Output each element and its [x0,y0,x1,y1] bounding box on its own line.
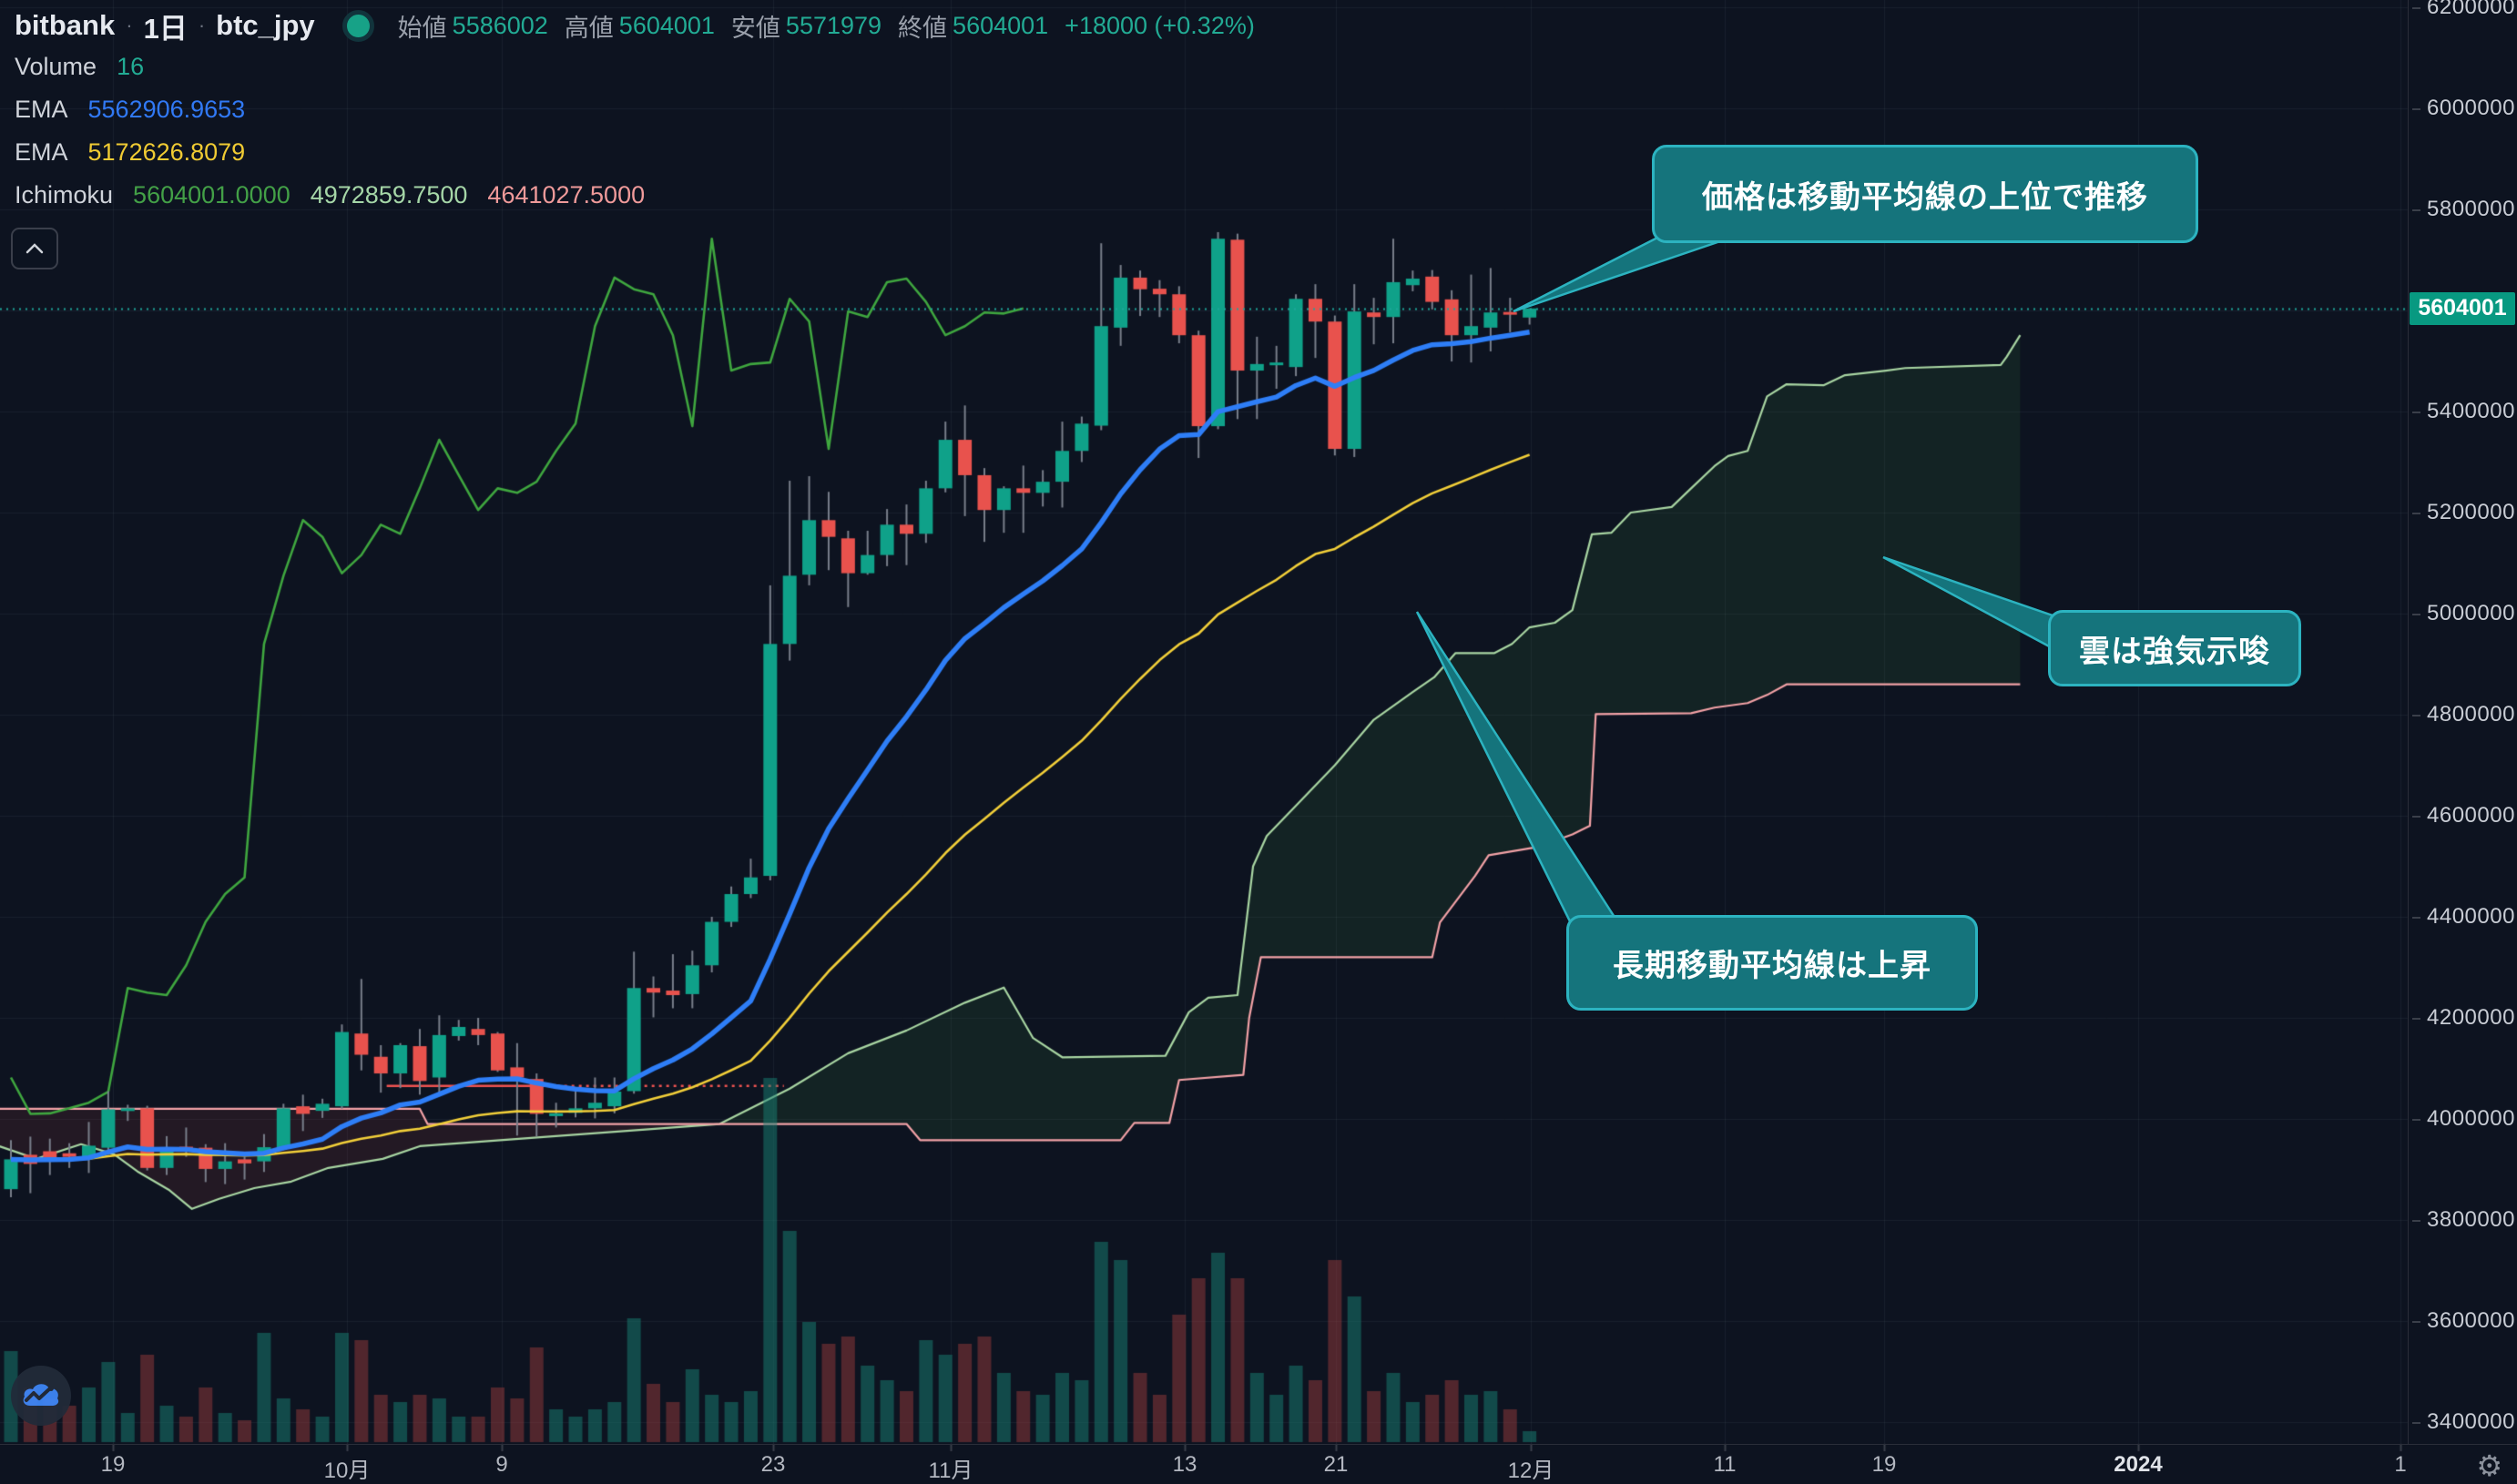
callout-price-above-ma[interactable]: 価格は移動平均線の上位で推移 [1652,145,2198,243]
price-tick-label: 4400000 [2412,904,2515,929]
price-tick-label: 4200000 [2412,1005,2515,1030]
price-tick-label: 5000000 [2412,601,2515,625]
price-tick-label: 5200000 [2412,500,2515,524]
ohlc-readout: 始値 5586002 高値 5604001 安値 5571979 終値 5604001 … [397,11,1255,42]
legend-ema-slow[interactable]: EMA 5172626.8079 [15,138,246,166]
interval[interactable]: 1日 [143,12,188,45]
price-tick-label: 5400000 [2412,399,2515,423]
legend-ema-fast[interactable]: EMA 5562906.9653 [15,96,246,123]
price-tick-label: 4000000 [2412,1106,2515,1131]
time-tick-label: 11月 [928,1459,973,1483]
price-tick-label: 3400000 [2412,1409,2515,1434]
time-tick-label: 23 [760,1452,786,1477]
legend-collapse-button[interactable] [11,228,58,269]
time-tick-label: 1 [2394,1452,2407,1477]
price-tick-label: 6200000 [2412,0,2515,20]
time-tick-label: 9 [495,1452,508,1477]
ema-slow-value: 5172626.8079 [87,138,246,166]
symbol-title[interactable]: bitbank · 1日 · btc_jpy 始値 5586002 高値 56040… [15,5,1271,46]
gear-icon[interactable]: ⚙ [2476,1449,2502,1482]
callout-text: 長期移動平均線は上昇 [1613,949,1931,983]
legend-panel: bitbank · 1日 · btc_jpy 始値 5586002 高値 56040… [15,5,1271,217]
pair-name: btc_jpy [216,9,315,41]
callout-text: 雲は強気示唆 [2079,634,2270,669]
price-tick-label: 6000000 [2412,96,2515,120]
senkou-a-value: 4972859.7500 [310,181,468,208]
time-tick-label: 2024 [2114,1452,2163,1477]
time-tick-label: 12月 [1507,1459,1554,1483]
callout-text: 価格は移動平均線の上位で推移 [1702,179,2148,215]
watermark-logo[interactable] [11,1366,71,1426]
callout-cloud-bullish[interactable]: 雲は強気示唆 [2048,610,2301,686]
volume-value: 16 [117,53,145,80]
chikou-value: 5604001.0000 [133,181,290,208]
senkou-b-value: 4641027.5000 [487,181,646,208]
time-tick-label: 21 [1323,1452,1349,1477]
price-tick-label: 5800000 [2412,197,2515,221]
price-tick-label: 4600000 [2412,803,2515,828]
current-price-tag: 5604001 [2410,291,2515,325]
chevron-up-icon [25,243,44,254]
time-tick-label: 13 [1172,1452,1197,1477]
price-tick-label: 3800000 [2412,1207,2515,1232]
cloud-chart-icon [23,1384,59,1406]
price-tick-label: 4800000 [2412,702,2515,727]
market-status-dot [341,9,374,42]
ema-fast-value: 5562906.9653 [87,96,246,123]
time-axis[interactable]: ⚙ 19 10月 9 23 11月 13 21 12月 11 19 2024 1 [0,1444,2517,1484]
time-tick-label: 19 [100,1452,126,1477]
time-tick-label: 11 [1713,1452,1737,1477]
time-tick-label: 19 [1871,1452,1897,1477]
callout-long-ma-rising[interactable]: 長期移動平均線は上昇 [1566,915,1978,1011]
change-value: +18000 (+0.32%) [1065,11,1255,39]
time-tick-label: 10月 [323,1459,371,1483]
price-tick-label: 3600000 [2412,1308,2515,1333]
exchange-name: bitbank [15,9,116,41]
price-axis[interactable]: 5604001 6200000 6000000 5800000 5400000 5200… [2408,0,2517,1444]
legend-volume[interactable]: Volume 16 [15,53,145,80]
legend-ichimoku[interactable]: Ichimoku 5604001.0000 4972859.7500 46410… [15,181,646,208]
